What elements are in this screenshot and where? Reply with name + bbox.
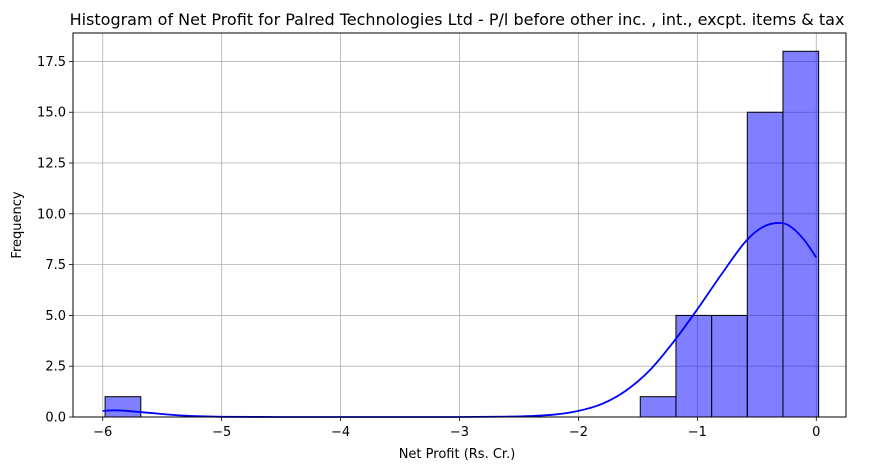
x-tick-label: 0 — [812, 425, 820, 440]
x-tick-label: −2 — [569, 425, 588, 440]
kde-curve-group — [102, 222, 818, 418]
y-tick-label: 5.0 — [45, 309, 66, 324]
x-tick-label: −6 — [93, 425, 112, 440]
histogram-bar — [104, 396, 142, 418]
chart-title: Histogram of Net Profit for Palred Techn… — [70, 10, 845, 29]
x-tick-label: −3 — [450, 425, 469, 440]
histogram-bar — [746, 111, 784, 418]
y-tick-label: 0.0 — [45, 411, 66, 426]
y-tick-label: 12.5 — [37, 157, 66, 172]
y-tick-label: 15.0 — [37, 106, 66, 121]
x-tick-label: −4 — [331, 425, 350, 440]
y-tick-label: 7.5 — [45, 258, 66, 273]
x-tick-label: −1 — [688, 425, 707, 440]
histogram-bar — [639, 396, 677, 418]
kde-curve — [102, 222, 818, 418]
histogram-bars — [104, 50, 820, 418]
histogram-bar — [711, 314, 748, 418]
histogram-bar — [675, 314, 713, 418]
y-tick-label: 17.5 — [37, 55, 66, 70]
x-tick-label: −5 — [212, 425, 231, 440]
axis-ticks: −6 −5 −4 −3 −2 −1 0 0.0 2.5 5.0 7.5 10.0 12.5 15.0 17.… — [37, 55, 820, 440]
y-axis-label: Frequency — [10, 191, 25, 258]
histogram-bar — [782, 50, 820, 418]
y-tick-label: 10.0 — [37, 207, 66, 222]
y-tick-label: 2.5 — [45, 360, 66, 375]
x-axis-label: Net Profit (Rs. Cr.) — [399, 447, 516, 462]
